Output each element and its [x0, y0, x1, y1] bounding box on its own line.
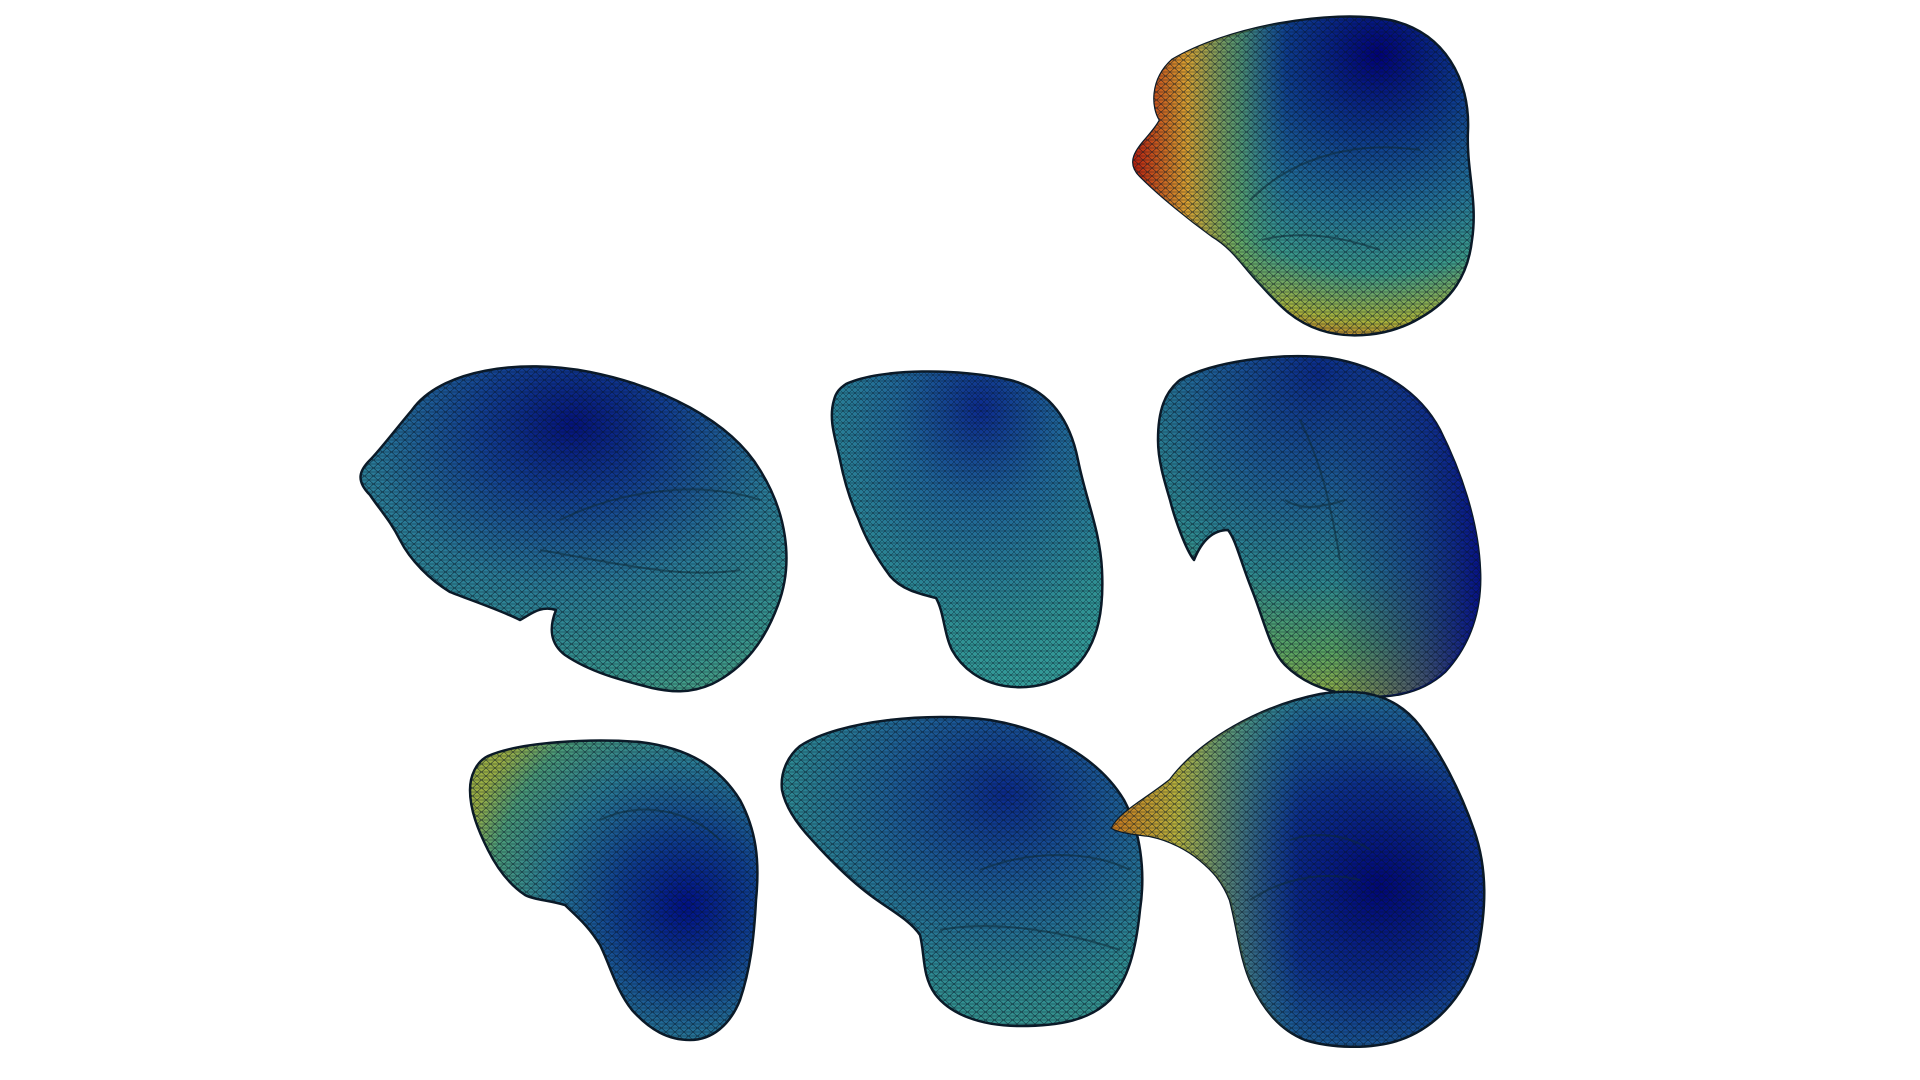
mesh-view-7	[1110, 690, 1486, 1048]
mesh-view-2	[359, 365, 788, 693]
mesh-view-3	[830, 370, 1104, 689]
mesh-view-4	[1156, 355, 1482, 698]
mesh-view-1	[1132, 15, 1475, 337]
mesh-view-6	[780, 715, 1144, 1028]
mesh-view-5	[468, 739, 759, 1042]
